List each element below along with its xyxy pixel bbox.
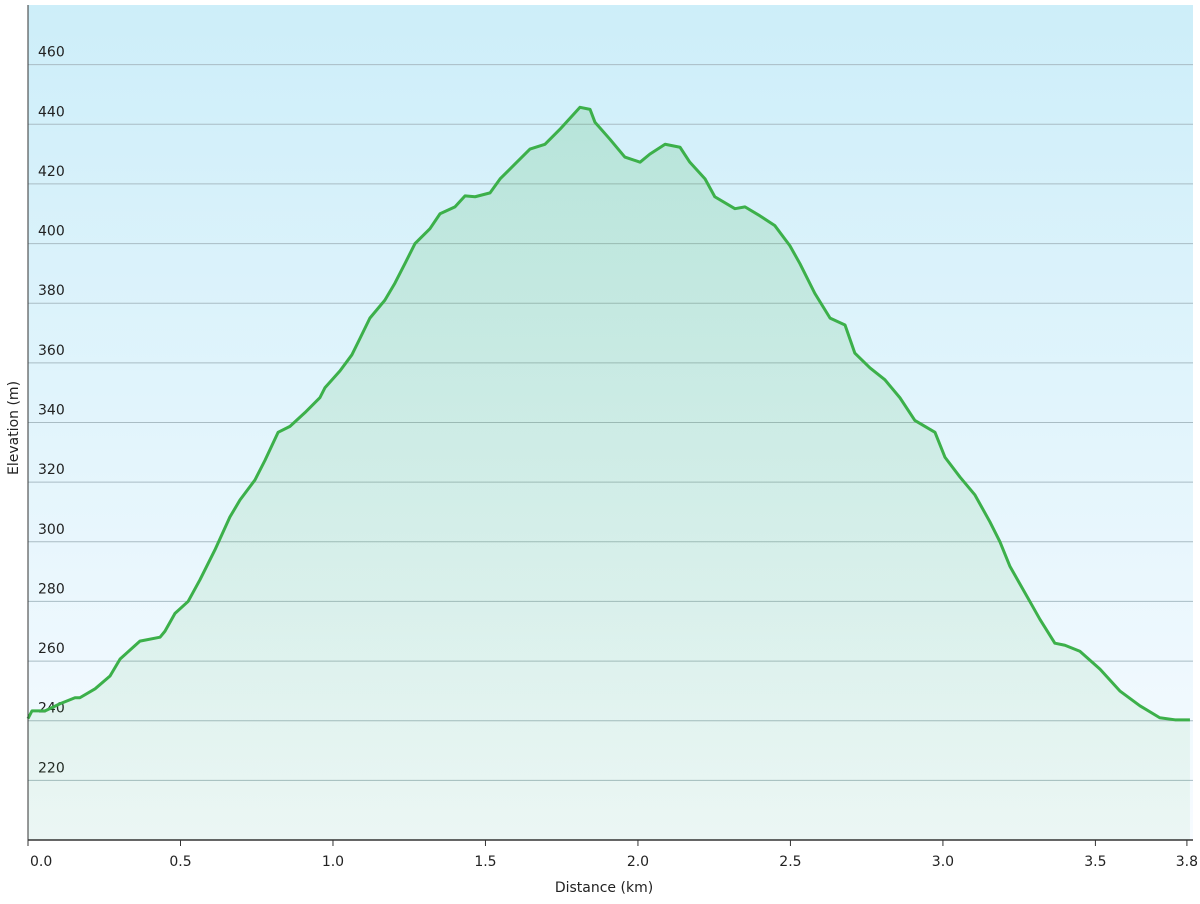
y-tick-label: 260: [38, 641, 65, 657]
x-tick-label: 2.0: [627, 854, 649, 870]
x-tick-label: 3.5: [1084, 854, 1106, 870]
elevation-area: [28, 107, 1190, 841]
y-tick-label: 300: [38, 522, 65, 538]
y-tick-label: 460: [38, 45, 65, 61]
y-axis-label: Elevation (m): [6, 381, 22, 475]
elevation-line: [26, 105, 1190, 722]
y-tick-label: 320: [38, 462, 65, 478]
x-tick-label: 3.8: [1176, 854, 1198, 870]
y-tick-label: 440: [38, 104, 65, 120]
x-tick-label: 3.0: [932, 854, 954, 870]
y-tick-label: 380: [38, 283, 65, 299]
x-tick-label: 1.5: [474, 854, 496, 870]
x-tick-label: 0.0: [30, 854, 52, 870]
y-tick-label: 280: [38, 581, 65, 597]
x-tick-label: 0.5: [169, 854, 191, 870]
y-tick-label: 420: [38, 164, 65, 180]
y-tick-label: 360: [38, 343, 65, 359]
x-tick-label: 1.0: [322, 854, 344, 870]
x-axis-label: Distance (km): [555, 880, 653, 896]
y-tick-label: 340: [38, 403, 65, 419]
y-tick-label: 400: [38, 224, 65, 240]
x-tick-label: 2.5: [779, 854, 801, 870]
